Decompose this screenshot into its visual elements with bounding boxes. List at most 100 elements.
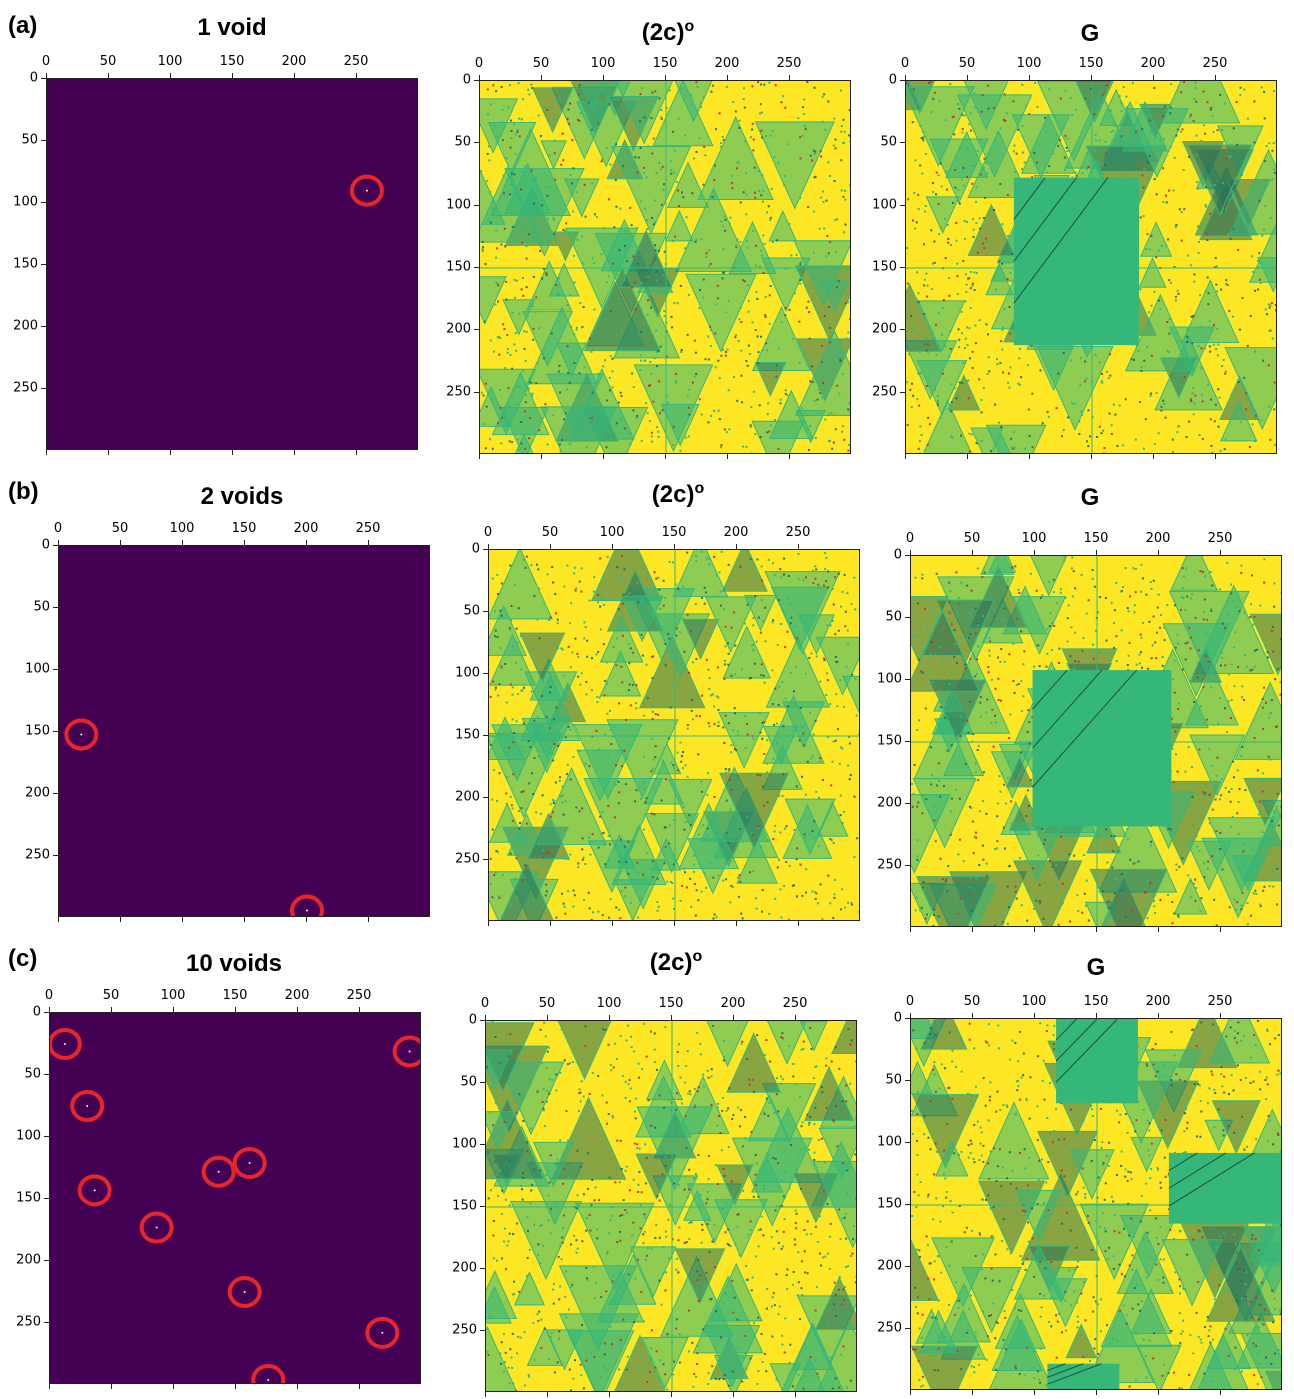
texture-speck [554,178,557,181]
texture-speck [946,890,949,893]
texture-speck [685,1241,688,1244]
texture-speck [769,285,772,288]
texture-speck [672,863,675,866]
texture-speck [1180,596,1183,599]
x-tick-mark [727,75,728,80]
fractal-region [599,614,644,663]
sandpile-title-sup: o [694,480,705,497]
texture-speck [535,382,538,385]
texture-speck [848,402,850,405]
texture-speck [551,414,554,417]
texture-speck [1113,609,1116,612]
texture-speck [799,279,802,282]
texture-speck [525,808,528,811]
texture-speck [486,1066,489,1069]
texture-speck [527,88,530,91]
void-point [248,1162,251,1165]
texture-speck [714,1266,717,1269]
texture-speck [984,196,987,199]
texture-speck [710,90,713,93]
texture-speck [608,1176,611,1179]
texture-speck [557,320,560,323]
texture-speck [709,345,712,348]
texture-speck [610,743,613,746]
texture-speck [795,785,798,788]
void-point [86,1105,89,1107]
texture-speck [663,310,666,313]
texture-speck [713,705,716,708]
texture-speck [600,1296,603,1299]
fractal-region [497,1061,565,1136]
texture-speck [632,409,635,412]
texture-speck [1212,323,1215,326]
texture-speck [710,1297,713,1300]
texture-speck [1230,144,1233,147]
texture-speck [979,173,982,176]
texture-speck [716,284,719,287]
texture-speck [579,1100,582,1103]
fractal-region [1089,868,1168,926]
texture-speck [654,713,657,716]
texture-speck [679,899,682,902]
texture-speck [807,1123,810,1126]
texture-speck [1219,93,1222,96]
texture-speck [699,1042,702,1045]
texture-speck [742,98,745,101]
texture-speck [783,827,786,830]
texture-speck [662,759,665,762]
fractal-region [519,632,566,683]
texture-speck [1020,630,1023,633]
texture-speck [778,1305,781,1308]
texture-speck [1031,716,1034,719]
texture-speck [657,435,660,438]
texture-speck [649,1030,652,1033]
texture-speck [563,1059,566,1062]
texture-speck [1048,88,1051,91]
texture-speck [925,337,928,340]
texture-speck [759,631,762,634]
texture-speck [515,279,518,282]
texture-speck [507,106,510,109]
texture-speck [906,247,909,250]
texture-speck [1075,108,1078,111]
texture-speck [751,1078,754,1081]
texture-speck [720,220,723,223]
texture-speck [1146,879,1149,882]
texture-speck [1082,637,1085,640]
texture-speck [921,794,924,797]
texture-speck [829,624,832,627]
texture-speck [1011,447,1014,450]
texture-speck [1066,617,1069,620]
texture-speck [995,920,998,923]
texture-speck [932,190,935,193]
texture-speck [1164,108,1167,111]
texture-speck [634,800,637,803]
texture-speck [761,349,764,352]
texture-speck [832,144,835,147]
texture-speck [619,1230,622,1233]
texture-speck [679,741,682,744]
texture-speck [760,1215,763,1218]
texture-speck [1126,607,1129,610]
texture-speck [702,183,705,186]
texture-speck [629,704,632,707]
texture-speck [1067,604,1070,607]
texture-speck [683,868,686,871]
texture-speck [832,740,835,743]
texture-speck [549,1335,552,1338]
texture-speck [854,608,857,611]
texture-speck [824,568,827,571]
texture-speck [501,108,504,111]
green-block [1013,177,1140,346]
texture-speck [957,602,960,605]
texture-speck [734,336,737,339]
texture-speck [1230,592,1233,595]
texture-speck [501,915,504,918]
texture-speck [520,288,523,291]
texture-speck [843,438,846,441]
texture-speck [1160,405,1163,408]
texture-speck [722,587,725,590]
texture-speck [624,1080,627,1083]
texture-speck [973,289,976,292]
texture-speck [543,1327,546,1330]
